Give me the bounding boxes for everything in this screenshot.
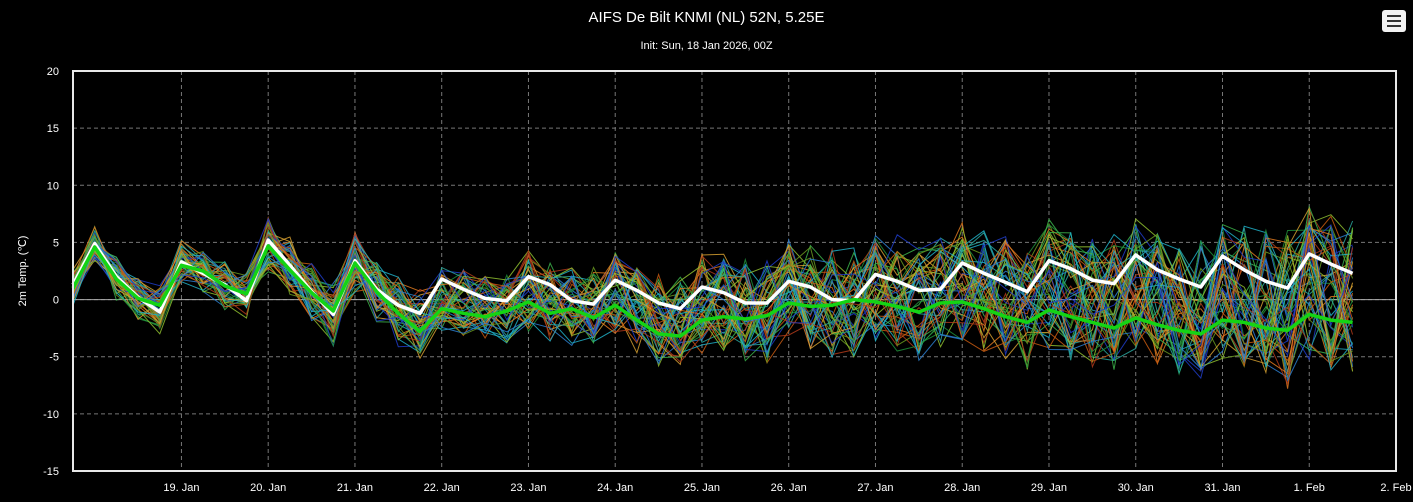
plot-border — [72, 70, 1397, 472]
x-tick-label: 21. Jan — [337, 482, 373, 494]
chart-subtitle: Init: Sun, 18 Jan 2026, 00Z — [640, 40, 773, 52]
ensemble-members — [72, 205, 1354, 389]
y-tick-label: -5 — [49, 352, 59, 364]
x-tick-label: 2. Feb — [1380, 482, 1411, 494]
x-tick-label: 30. Jan — [1118, 482, 1154, 494]
y-axis-title: 2m Temp. (℃) — [17, 236, 29, 307]
chart-menu-button[interactable] — [1382, 10, 1406, 32]
ensemble-member-line — [72, 221, 1353, 362]
x-axis-labels: 19. Jan 20. Jan 21. Jan 22. Jan 23. Jan 24. J… — [163, 482, 1411, 494]
y-tick-label: 20 — [47, 66, 59, 78]
x-tick-label: 22. Jan — [424, 482, 460, 494]
ensemble-member-line — [72, 232, 1354, 369]
y-tick-label: 15 — [47, 123, 59, 135]
series-lines — [71, 238, 1354, 338]
x-tick-label: 24. Jan — [597, 482, 633, 494]
y-axis-labels: 20 15 10 5 0 -5 -10 -15 — [43, 66, 59, 478]
ensemble-member-line — [72, 226, 1354, 371]
chart-title: AIFS De Bilt KNMI (NL) 52N, 5.25E — [588, 9, 825, 26]
ensemble-member-line — [72, 224, 1354, 366]
y-tick-label: 10 — [47, 180, 59, 192]
x-tick-label: 25. Jan — [684, 482, 720, 494]
x-tick-label: 29. Jan — [1031, 482, 1067, 494]
x-tick-label: 1. Feb — [1294, 482, 1325, 494]
x-tick-label: 20. Jan — [250, 482, 286, 494]
series-line-white — [71, 238, 1354, 317]
ensemble-member-line — [72, 230, 1354, 368]
ensemble-member-line — [72, 226, 1354, 366]
ensemble-member-line — [72, 233, 1354, 367]
ensemble-member-line — [72, 223, 1353, 363]
ensemble-member-line — [72, 236, 1354, 371]
y-tick-label: -10 — [43, 409, 59, 421]
y-tick-label: 0 — [53, 295, 59, 307]
x-tick-label: 28. Jan — [944, 482, 980, 494]
series-line-green — [71, 244, 1353, 338]
ensemble-member-line — [72, 224, 1354, 380]
x-tick-label: 23. Jan — [510, 482, 546, 494]
x-tick-label: 27. Jan — [857, 482, 893, 494]
y-tick-label: -15 — [43, 466, 59, 478]
x-tick-label: 19. Jan — [163, 482, 199, 494]
ensemble-member-line — [72, 226, 1353, 372]
ensemble-member-line — [72, 218, 1354, 361]
hamburger-icon — [1387, 15, 1401, 17]
x-tick-label: 31. Jan — [1204, 482, 1240, 494]
y-tick-label: 5 — [53, 237, 59, 249]
x-tick-label: 26. Jan — [771, 482, 807, 494]
